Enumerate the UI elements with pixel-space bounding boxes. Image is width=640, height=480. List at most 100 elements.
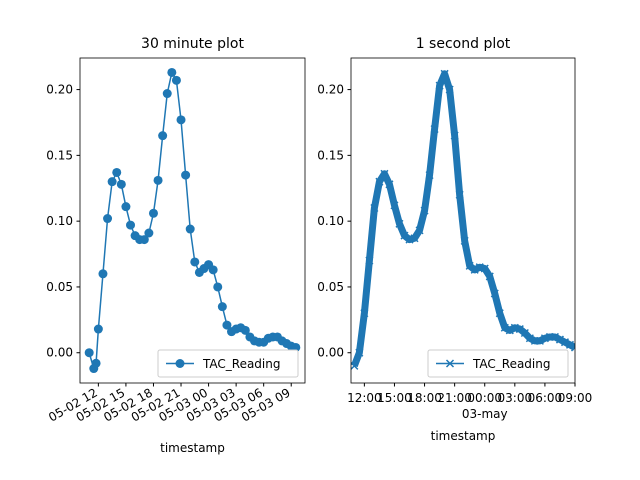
subplot-title: 30 minute plot: [141, 36, 244, 52]
point: [84, 348, 94, 358]
point: [565, 340, 575, 349]
point: [112, 167, 122, 177]
point: [121, 202, 131, 212]
point: [480, 264, 489, 273]
series-line: [351, 70, 575, 368]
point: [390, 201, 399, 210]
axes-frame: [350, 57, 576, 384]
legend-label: TAC_Reading: [202, 357, 280, 371]
point: [351, 361, 359, 370]
x-tick-label: 18:00: [407, 391, 442, 405]
point: [445, 85, 454, 94]
point: [500, 323, 509, 332]
point: [495, 309, 504, 318]
legend-box: [427, 349, 569, 378]
point: [176, 115, 186, 125]
x-axis-label: timestamp: [431, 429, 496, 443]
point: [515, 325, 524, 334]
point: [185, 224, 195, 234]
point: [116, 179, 126, 189]
point: [415, 226, 424, 235]
point: [144, 228, 154, 238]
point: [525, 334, 534, 343]
subplot: 30 minute plot0.000.050.100.150.2005-02 …: [46, 36, 306, 455]
series-line: [88, 71, 297, 370]
point: [213, 282, 223, 292]
point: [171, 75, 181, 85]
point: [425, 171, 434, 180]
x-tick-label: 06:00: [528, 391, 563, 405]
point: [470, 265, 479, 274]
point: [380, 169, 389, 178]
point: [222, 320, 232, 330]
plot-area: [84, 67, 301, 374]
point: [485, 272, 494, 281]
point: [93, 324, 103, 334]
point: [555, 335, 564, 344]
y-tick-label: 0.20: [317, 83, 344, 97]
x-tick-label: 00:00: [467, 391, 502, 405]
axes-frame: [79, 57, 306, 384]
y-tick-label: 0.00: [317, 346, 344, 360]
point: [181, 170, 191, 180]
y-tick-label: 0.05: [317, 280, 344, 294]
subplot-title: 1 second plot: [416, 36, 511, 52]
point: [355, 348, 364, 357]
point: [400, 231, 409, 240]
plot-area: [351, 69, 575, 370]
point: [440, 69, 449, 78]
point: [208, 265, 218, 275]
point: [490, 289, 499, 298]
x-tick-label: 21:00: [437, 391, 472, 405]
point: [570, 343, 575, 352]
point: [360, 309, 369, 318]
x-tick-label: 09:00: [558, 391, 593, 405]
x-axis-label: timestamp: [160, 441, 225, 455]
y-tick-label: 0.00: [46, 346, 73, 360]
y-tick-label: 0.05: [46, 280, 73, 294]
y-tick-label: 0.15: [317, 148, 344, 162]
point: [126, 220, 136, 230]
point: [535, 336, 544, 345]
point: [385, 180, 394, 189]
point: [365, 256, 374, 265]
x-tick-label: 15:00: [377, 391, 412, 405]
point: [190, 257, 200, 267]
point: [435, 81, 444, 90]
point: [91, 358, 101, 368]
y-tick-label: 0.15: [46, 148, 73, 162]
y-tick-label: 0.10: [46, 214, 73, 228]
subplot: 1 second plot 0.00 0.05 0.10 0.15 0.20 12:0015…: [317, 36, 592, 443]
point: [98, 269, 108, 279]
x-tick-sublabel: 03-may: [462, 407, 508, 421]
point: [460, 236, 469, 245]
point: [153, 175, 163, 185]
point: [139, 235, 149, 245]
point: [240, 325, 250, 335]
point: [148, 208, 158, 218]
legend-box: [157, 349, 299, 378]
point: [420, 206, 429, 215]
point: [107, 177, 117, 187]
point: [505, 326, 514, 335]
point: [450, 131, 459, 140]
point: [167, 67, 177, 77]
point: [560, 338, 570, 347]
point: [217, 302, 227, 312]
y-tick-label: 0.10: [317, 214, 344, 228]
point: [162, 89, 172, 99]
point: [410, 234, 419, 243]
x-tick-label: 03:00: [498, 391, 533, 405]
legend-label: TAC_Reading: [472, 357, 550, 371]
x-tick-label: 12:00: [347, 391, 382, 405]
point: [455, 190, 464, 199]
point: [465, 261, 474, 270]
y-tick-label: 0.20: [46, 83, 73, 97]
point: [430, 125, 439, 134]
legend-marker: [175, 359, 185, 368]
point: [370, 203, 379, 213]
point: [395, 219, 404, 228]
point: [158, 131, 168, 141]
